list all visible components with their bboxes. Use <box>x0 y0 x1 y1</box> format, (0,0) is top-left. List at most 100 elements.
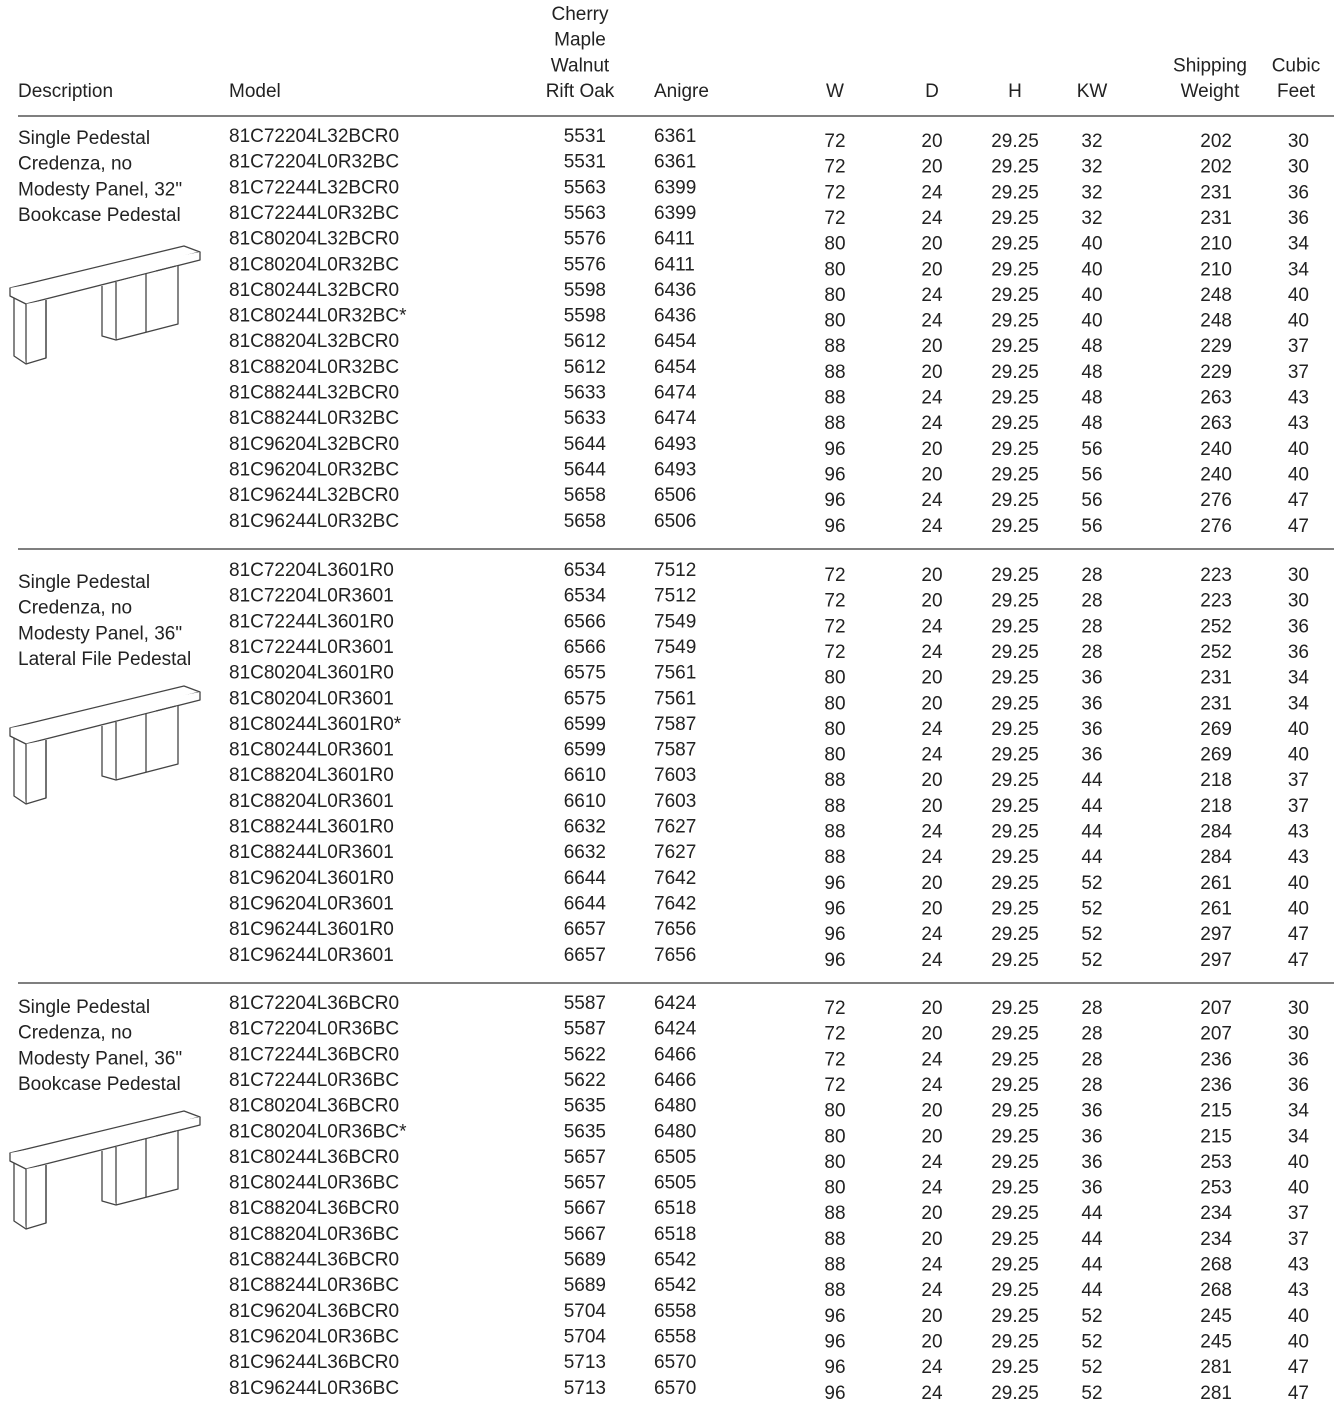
description-line: Single Pedestal <box>18 128 150 149</box>
cell-value: 29.25 <box>991 1152 1039 1173</box>
cell-value: 7549 <box>654 637 696 658</box>
cell-value: 5657 <box>564 1173 606 1194</box>
cell-value: 5713 <box>564 1352 606 1373</box>
description-line: Bookcase Pedestal <box>18 205 181 226</box>
cell-value: 24 <box>921 1075 943 1096</box>
cell-value: 6542 <box>654 1275 696 1296</box>
cell-value: 5704 <box>564 1326 607 1347</box>
cell-value: 20 <box>921 1101 942 1122</box>
cell-value: 6599 <box>564 740 606 761</box>
cell-value: 276 <box>1200 516 1232 537</box>
cell-value: 36 <box>1081 668 1102 689</box>
cell-value: 47 <box>1288 490 1309 511</box>
model-number: 81C80204L0R32BC <box>229 254 399 275</box>
cell-value: 253 <box>1200 1178 1232 1199</box>
cell-value: 40 <box>1288 311 1309 332</box>
model-number: 81C72244L3601R0 <box>229 611 394 632</box>
model-number: 81C72204L36BCR0 <box>229 993 399 1014</box>
cell-value: 72 <box>824 157 845 178</box>
cell-value: 37 <box>1288 770 1309 791</box>
cell-value: 28 <box>1081 642 1102 663</box>
cell-value: 297 <box>1200 924 1232 945</box>
cell-value: 88 <box>824 770 845 791</box>
model-number: 81C72244L0R32BC <box>229 203 399 224</box>
cell-value: 29.25 <box>991 311 1039 332</box>
cell-value: 88 <box>824 362 845 383</box>
cell-value: 80 <box>824 1152 845 1173</box>
cell-value: 6632 <box>564 817 606 838</box>
cell-value: 6599 <box>564 714 606 735</box>
cell-value: 6424 <box>654 1019 697 1040</box>
cell-value: 34 <box>1288 693 1310 714</box>
cell-value: 29.25 <box>991 745 1039 766</box>
cell-value: 37 <box>1288 1229 1309 1250</box>
cell-value: 24 <box>921 1152 943 1173</box>
cell-value: 20 <box>921 873 942 894</box>
model-number: 81C96244L3601R0 <box>229 919 394 940</box>
model-number: 81C88204L0R36BC <box>229 1224 399 1245</box>
description-line: Modesty Panel, 36" <box>18 623 182 644</box>
cell-value: 29.25 <box>991 1178 1039 1199</box>
cell-value: 20 <box>921 1306 942 1327</box>
cell-value: 215 <box>1200 1101 1232 1122</box>
cell-value: 6518 <box>654 1198 696 1219</box>
cell-value: 269 <box>1200 745 1232 766</box>
column-header: Walnut <box>551 55 610 76</box>
cell-value: 7627 <box>654 817 696 838</box>
cell-value: 36 <box>1288 182 1309 203</box>
cell-value: 29.25 <box>991 1255 1039 1276</box>
cell-value: 96 <box>824 516 845 537</box>
cell-value: 252 <box>1200 616 1232 637</box>
cell-value: 231 <box>1200 182 1232 203</box>
cell-value: 20 <box>921 796 942 817</box>
cell-value: 47 <box>1288 950 1309 971</box>
cell-value: 29.25 <box>991 796 1039 817</box>
cell-value: 52 <box>1081 873 1102 894</box>
model-number: 81C96204L32BCR0 <box>229 434 399 455</box>
cell-value: 5635 <box>564 1096 606 1117</box>
cell-value: 52 <box>1081 1383 1102 1404</box>
cell-value: 43 <box>1288 1255 1309 1276</box>
cell-value: 88 <box>824 1203 845 1224</box>
cell-value: 297 <box>1200 950 1232 971</box>
model-number: 81C88244L0R36BC <box>229 1275 399 1296</box>
cell-value: 24 <box>921 847 943 868</box>
cell-value: 30 <box>1288 998 1309 1019</box>
cell-value: 281 <box>1200 1357 1232 1378</box>
cell-value: 29.25 <box>991 208 1039 229</box>
cell-value: 6644 <box>564 893 607 914</box>
cell-value: 47 <box>1288 516 1309 537</box>
cell-value: 47 <box>1288 1383 1309 1404</box>
cell-value: 29.25 <box>991 950 1039 971</box>
cell-value: 29.25 <box>991 822 1039 843</box>
cell-value: 6506 <box>654 485 696 506</box>
cell-value: 43 <box>1288 822 1309 843</box>
cell-value: 29.25 <box>991 924 1039 945</box>
cell-value: 36 <box>1081 719 1102 740</box>
model-number: 81C96204L3601R0 <box>229 868 394 889</box>
cell-value: 40 <box>1288 285 1309 306</box>
cell-value: 5657 <box>564 1147 606 1168</box>
cell-value: 34 <box>1288 668 1310 689</box>
cell-value: 6466 <box>654 1070 696 1091</box>
cell-value: 44 <box>1081 822 1103 843</box>
model-number: 81C88244L0R3601 <box>229 842 394 863</box>
cell-value: 261 <box>1200 898 1232 919</box>
cell-value: 29.25 <box>991 847 1039 868</box>
cell-value: 6657 <box>564 945 606 966</box>
cell-value: 40 <box>1288 745 1309 766</box>
cell-value: 7587 <box>654 714 696 735</box>
model-number: 81C80244L0R32BC* <box>229 306 407 327</box>
cell-value: 29.25 <box>991 259 1039 280</box>
model-number: 81C88204L36BCR0 <box>229 1198 399 1219</box>
cell-value: 6542 <box>654 1250 696 1271</box>
cell-value: 29.25 <box>991 1101 1039 1122</box>
cell-value: 29.25 <box>991 1049 1039 1070</box>
cell-value: 52 <box>1081 924 1102 945</box>
model-number: 81C72204L0R32BC <box>229 152 399 173</box>
column-header: Anigre <box>654 81 709 102</box>
cell-value: 80 <box>824 1126 845 1147</box>
cell-value: 36 <box>1081 693 1102 714</box>
cell-value: 284 <box>1200 847 1232 868</box>
cell-value: 96 <box>824 439 845 460</box>
